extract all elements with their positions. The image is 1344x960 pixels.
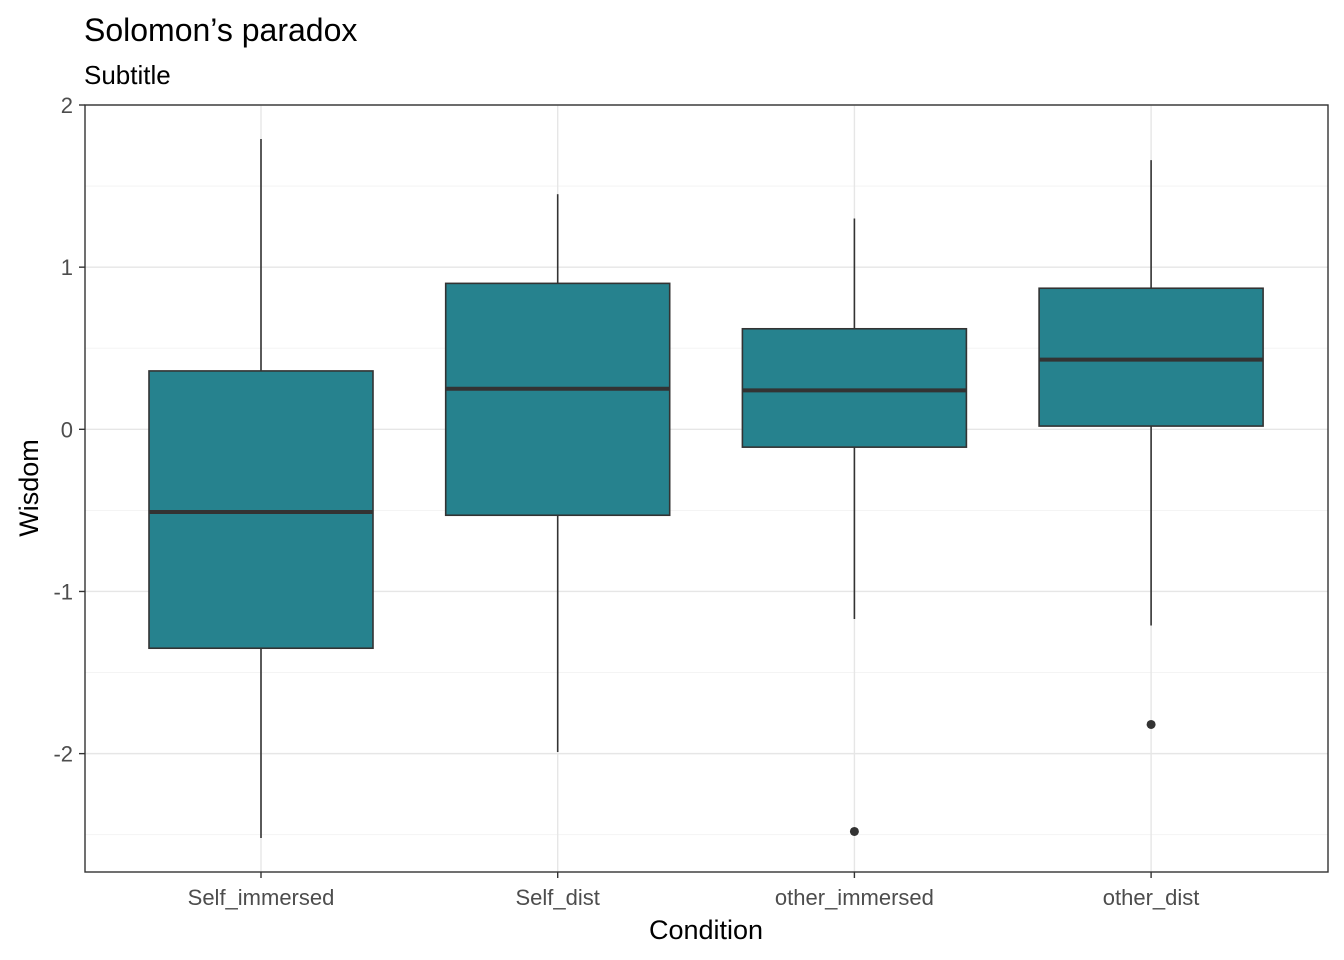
box-body bbox=[741, 327, 968, 448]
box-body bbox=[148, 370, 374, 650]
x-axis: Self_immersed Self_dist other_immersed othe… bbox=[188, 872, 1200, 910]
outlier-point bbox=[849, 826, 859, 836]
y-tick-label: -2 bbox=[53, 742, 73, 767]
x-tick-label: other_dist bbox=[1103, 885, 1200, 910]
box-body bbox=[1038, 287, 1264, 427]
box-body bbox=[444, 282, 671, 517]
box-Self_immersed bbox=[148, 139, 374, 838]
x-tick-label: Self_dist bbox=[516, 885, 600, 910]
x-axis-title: Condition bbox=[649, 915, 763, 945]
panel-border bbox=[84, 104, 1329, 873]
y-axis-title: Wisdom bbox=[14, 439, 44, 537]
box-layer bbox=[148, 139, 1264, 838]
box-other_immersed bbox=[741, 218, 968, 836]
y-tick-label: 1 bbox=[61, 255, 73, 280]
y-tick-label: 2 bbox=[61, 93, 73, 118]
y-tick-label: 0 bbox=[61, 417, 73, 442]
chart-subtitle: Subtitle bbox=[84, 60, 171, 90]
y-axis: -2 -1 0 1 2 bbox=[53, 93, 85, 767]
y-tick-label: -1 bbox=[53, 579, 73, 604]
chart-title: Solomon’s paradox bbox=[84, 12, 357, 48]
box-other_dist bbox=[1038, 160, 1264, 729]
x-tick-label: Self_immersed bbox=[188, 885, 335, 910]
box-Self_dist bbox=[444, 194, 671, 753]
outlier-point bbox=[1146, 719, 1156, 729]
x-tick-label: other_immersed bbox=[775, 885, 934, 910]
